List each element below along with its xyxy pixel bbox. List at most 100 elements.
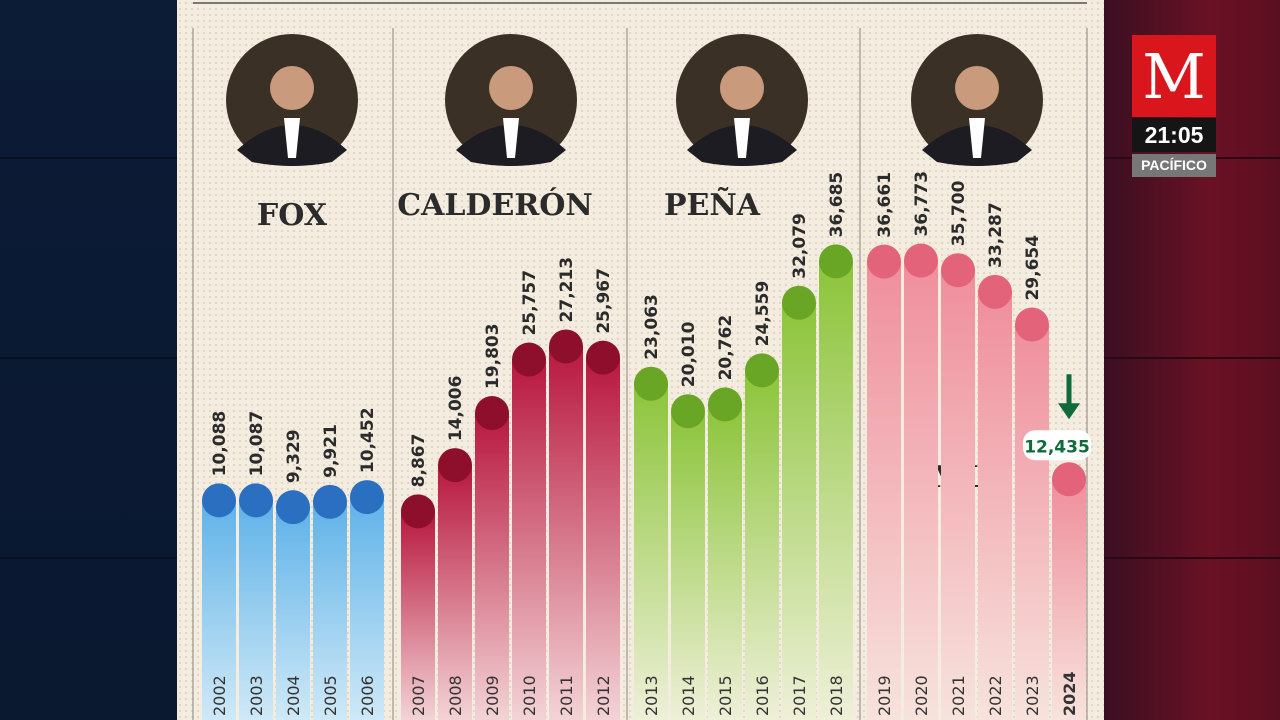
annotation-badge [1023, 430, 1091, 461]
value-label: 24,559 [753, 281, 773, 347]
bar [202, 500, 236, 720]
chart-panel: FOX 10,088 2002 10,087 2003 9,329 2004 9,921 200… [177, 0, 1104, 720]
year-label: 2005 [321, 675, 340, 716]
bar [313, 501, 347, 720]
bar [350, 497, 384, 720]
president-name: CALDERÓN [397, 187, 593, 223]
bar [745, 370, 779, 720]
value-label: 29,654 [1023, 235, 1043, 301]
portrait-shirt [284, 118, 300, 158]
bar-cap [350, 480, 384, 515]
bar-cap [475, 396, 509, 431]
bar [782, 302, 816, 720]
year-label: 2010 [520, 675, 539, 716]
year-label: 2021 [949, 675, 968, 716]
value-label: 25,967 [594, 268, 614, 334]
divider [1104, 557, 1280, 559]
bar-cap [978, 274, 1012, 309]
year-label: 2022 [986, 675, 1005, 716]
portrait-face [955, 66, 999, 110]
bar-cap [634, 366, 668, 401]
bar-cap [239, 483, 273, 518]
bar [819, 261, 853, 720]
divider [0, 557, 177, 559]
year-label: 2013 [642, 675, 661, 716]
year-label: 2016 [753, 675, 772, 716]
year-label: 2015 [716, 675, 735, 716]
year-label: 2019 [875, 675, 894, 716]
year-label: 2008 [446, 675, 465, 716]
bar-cap [438, 448, 472, 483]
year-label: 2020 [912, 675, 931, 716]
bar [867, 261, 901, 720]
year-label: 2002 [210, 675, 229, 716]
bar [401, 511, 435, 720]
value-label: 8,867 [409, 434, 429, 488]
bar-cap [313, 484, 347, 519]
divider [1104, 357, 1280, 359]
bar [1015, 324, 1049, 720]
bar-cap [867, 244, 901, 279]
value-label: 20,762 [716, 315, 736, 381]
bar [276, 507, 310, 720]
bar [671, 411, 705, 720]
portrait-face [270, 66, 314, 110]
bar [1052, 479, 1086, 720]
bar-cap [671, 394, 705, 429]
bar [586, 357, 620, 720]
bar-cap [819, 244, 853, 279]
year-label: 2024 [1060, 671, 1079, 716]
value-label: 14,006 [446, 376, 466, 442]
year-label: 2011 [557, 675, 576, 716]
year-label: 2023 [1023, 675, 1042, 716]
value-label: 33,287 [986, 202, 1006, 268]
value-label: 9,921 [321, 424, 341, 478]
value-label: 27,213 [557, 257, 577, 323]
bar-cap [782, 285, 816, 320]
portrait-shirt [503, 118, 519, 158]
bar [549, 346, 583, 720]
bar-cap [512, 342, 546, 377]
value-label: 10,088 [210, 411, 230, 477]
divider [0, 357, 177, 359]
clock: 21:05 [1132, 118, 1216, 152]
value-label: 9,329 [284, 429, 304, 483]
bar [634, 383, 668, 720]
year-label: 2007 [409, 675, 428, 716]
bar-cap [1052, 462, 1086, 497]
year-label: 2012 [594, 675, 613, 716]
bar-cap [586, 340, 620, 375]
bar [475, 413, 509, 720]
year-label: 2017 [790, 675, 809, 716]
president-name: FOX [257, 198, 328, 233]
year-label: 2004 [284, 675, 303, 716]
background-left [0, 0, 177, 720]
bar [708, 404, 742, 720]
down-arrow-icon [1058, 403, 1080, 420]
timezone-label: PACÍFICO [1132, 154, 1216, 177]
year-label: 2006 [358, 675, 377, 716]
year-label: 2009 [483, 675, 502, 716]
value-label: 36,685 [827, 172, 847, 238]
chart: FOX 10,088 2002 10,087 2003 9,329 2004 9,921 200… [192, 2, 1091, 720]
portrait-shirt [969, 118, 985, 158]
value-label: 23,063 [642, 294, 662, 360]
bar [941, 270, 975, 720]
year-label: 2003 [247, 675, 266, 716]
bar-cap [941, 253, 975, 288]
bar-cap [401, 494, 435, 529]
value-label: 10,452 [358, 407, 378, 473]
year-label: 2018 [827, 675, 846, 716]
value-label: 19,803 [483, 323, 503, 389]
president-name: PEÑA [664, 187, 761, 223]
value-label: 36,661 [875, 172, 895, 238]
bar [438, 465, 472, 720]
value-label: 25,757 [520, 270, 540, 336]
portrait-shirt [734, 118, 750, 158]
bar [904, 260, 938, 720]
bar [978, 291, 1012, 720]
value-label: 32,079 [790, 213, 810, 279]
bar [239, 500, 273, 720]
annotation-label: 12,435 [1024, 437, 1090, 457]
value-label: 35,700 [949, 180, 969, 246]
